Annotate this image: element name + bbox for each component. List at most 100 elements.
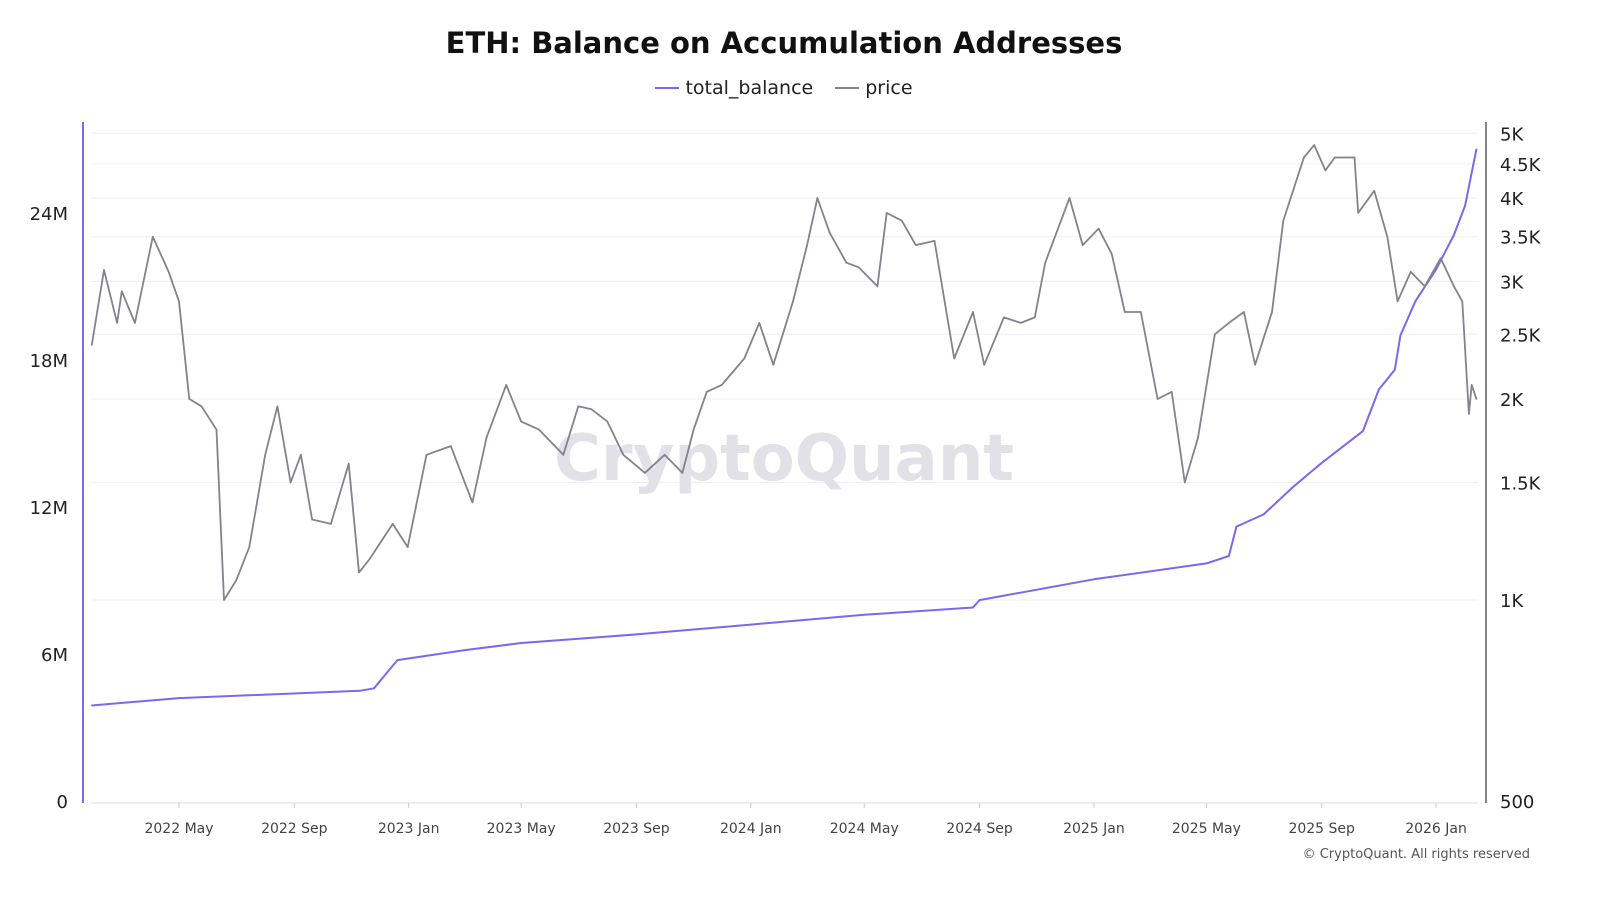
data-point-price	[1097, 227, 1100, 230]
data-point-price	[792, 300, 794, 303]
data-point-price	[758, 322, 761, 324]
data-point-price	[188, 398, 191, 400]
data-point-price	[900, 219, 903, 222]
data-point-total-balance	[635, 633, 638, 636]
data-point-price	[857, 266, 860, 269]
right-tick-label: 1K	[1500, 591, 1524, 612]
data-point-total-balance	[178, 697, 180, 699]
data-point-price	[91, 344, 93, 346]
data-point-price	[134, 322, 136, 324]
data-point-price	[485, 436, 488, 439]
data-point-price	[520, 420, 522, 423]
data-point-price	[178, 300, 180, 303]
right-tick-label: 500	[1500, 792, 1534, 813]
data-point-price	[151, 235, 154, 238]
data-point-price	[289, 481, 292, 484]
data-point-price	[406, 546, 409, 548]
data-point-total-balance	[1320, 462, 1323, 464]
x-tick-label: 2023 Jan	[378, 821, 440, 837]
data-point-price	[358, 571, 360, 574]
data-point-price	[1081, 244, 1084, 246]
legend-item-total-balance[interactable]: total_balance	[655, 77, 813, 99]
left-tick-label: 12M	[30, 498, 68, 519]
data-point-total-balance	[972, 606, 974, 609]
legend-swatch	[835, 87, 860, 89]
right-tick-label: 2K	[1500, 390, 1524, 411]
data-point-price	[1439, 257, 1442, 260]
watermark: CryptoQuant	[554, 422, 1014, 496]
data-point-price	[1409, 271, 1412, 273]
data-point-total-balance	[520, 642, 522, 644]
data-point-price	[806, 244, 808, 246]
data-point-price	[1243, 311, 1245, 313]
legend-label: price	[865, 77, 913, 99]
data-point-price	[845, 261, 848, 264]
data-point-price	[644, 472, 646, 474]
right-tick-label: 1.5K	[1500, 473, 1542, 494]
data-point-total-balance	[1362, 430, 1364, 432]
data-point-price	[692, 428, 695, 431]
data-point-price	[276, 405, 279, 408]
data-point-price	[914, 244, 917, 246]
data-point-price	[347, 462, 350, 465]
data-point-price	[1424, 285, 1426, 288]
x-tick-label: 2026 Jan	[1405, 821, 1467, 837]
legend-swatch	[655, 87, 680, 89]
x-tick-label: 2024 Sep	[946, 821, 1013, 837]
data-point-total-balance	[463, 649, 465, 652]
data-point-total-balance	[1453, 234, 1455, 236]
data-point-price	[103, 269, 105, 271]
data-point-price	[1353, 156, 1356, 159]
data-point-price	[1373, 190, 1375, 192]
data-point-total-balance	[1378, 388, 1380, 391]
data-point-total-balance	[863, 614, 866, 616]
data-point-price	[577, 405, 580, 408]
data-point-total-balance	[359, 689, 361, 692]
data-point-price	[816, 197, 819, 199]
data-point-price	[1282, 219, 1285, 222]
data-point-price	[1313, 144, 1315, 146]
data-point-price	[1019, 322, 1022, 324]
data-point-price	[538, 428, 540, 431]
data-point-price	[1468, 413, 1470, 415]
data-point-total-balance	[1394, 369, 1396, 371]
x-tick-label: 2023 May	[487, 821, 556, 837]
x-tick-label: 2024 May	[830, 821, 899, 837]
data-point-price	[1110, 252, 1113, 255]
data-point-price	[1068, 197, 1071, 199]
data-point-price	[562, 453, 565, 456]
data-point-price	[1124, 311, 1126, 313]
legend-item-price[interactable]: price	[835, 77, 913, 99]
data-point-price	[1156, 398, 1159, 400]
data-point-price	[1453, 285, 1455, 288]
data-point-price	[590, 408, 593, 411]
data-point-price	[471, 501, 474, 504]
data-point-price	[248, 546, 251, 548]
left-tick-label: 0	[57, 792, 68, 813]
data-point-price	[1184, 481, 1186, 484]
data-point-total-balance	[373, 687, 375, 690]
data-point-price	[828, 231, 831, 234]
right-tick-label: 5K	[1500, 124, 1524, 145]
x-tick-label: 2024 Jan	[720, 821, 782, 837]
chart-title: ETH: Balance on Accumulation Addresses	[445, 26, 1123, 60]
data-point-total-balance	[1464, 204, 1466, 207]
data-point-price	[885, 212, 888, 214]
data-point-price	[743, 357, 746, 360]
data-point-price	[1271, 311, 1273, 313]
data-point-price	[983, 364, 986, 366]
x-tick-label: 2025 May	[1172, 821, 1241, 837]
left-tick-label: 6M	[41, 645, 68, 666]
data-point-price	[1470, 384, 1473, 386]
data-point-total-balance	[1291, 486, 1294, 489]
right-tick-label: 4.5K	[1500, 155, 1542, 176]
data-point-price	[1044, 261, 1046, 264]
data-point-total-balance	[1235, 525, 1238, 528]
data-point-price	[121, 290, 123, 293]
right-tick-label: 3K	[1500, 272, 1524, 293]
data-point-total-balance	[420, 655, 423, 658]
x-tick-label: 2022 May	[144, 821, 213, 837]
data-point-price	[876, 285, 879, 288]
data-point-price	[606, 420, 609, 423]
